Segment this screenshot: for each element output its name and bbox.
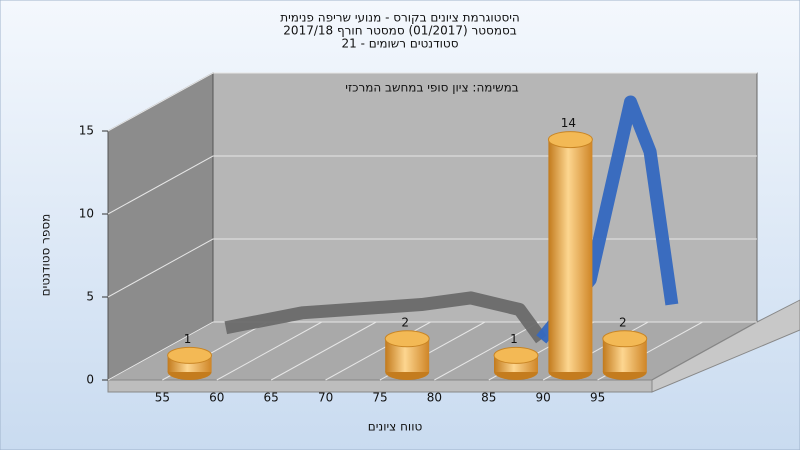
title-line: בסמסטר (01/2017) סמסטר חורף 2017/18 bbox=[283, 24, 516, 38]
x-tick-label: 70 bbox=[318, 391, 333, 405]
y-tick-label: 10 bbox=[79, 207, 94, 221]
curve bbox=[224, 291, 547, 344]
data-label: 2 bbox=[401, 315, 409, 329]
x-tick-label: 60 bbox=[209, 391, 224, 405]
y-tick-label: 0 bbox=[86, 373, 94, 387]
grid-line bbox=[434, 321, 540, 381]
bar-top bbox=[493, 346, 539, 364]
bar-top bbox=[602, 330, 648, 348]
grid-line bbox=[107, 72, 757, 132]
title-line: סטודנטים רשומים - 21 bbox=[341, 37, 458, 51]
bar bbox=[547, 131, 593, 380]
bar bbox=[384, 330, 430, 380]
x-tick-label: 95 bbox=[590, 391, 605, 405]
x-tick-label: 75 bbox=[372, 391, 387, 405]
bar-top bbox=[547, 131, 593, 149]
x-tick-label: 80 bbox=[427, 391, 442, 405]
y-tick-label: 5 bbox=[86, 290, 94, 304]
bar-top bbox=[167, 346, 213, 364]
annotation: במשימה: ציון סופי במחשב המרכזי bbox=[345, 81, 519, 95]
y-axis-label: מספר סטודנטים bbox=[39, 214, 53, 297]
data-label: 2 bbox=[619, 315, 627, 329]
grid-line bbox=[216, 321, 323, 381]
data-label: 14 bbox=[561, 116, 576, 130]
bar bbox=[167, 346, 213, 380]
x-tick-label: 85 bbox=[481, 391, 496, 405]
plot: 0 5 10 15 55 60 65 70 75 80 85 90 95 1 2 1 14 2 bbox=[79, 72, 757, 405]
bar bbox=[602, 330, 648, 380]
floor-front bbox=[107, 379, 653, 393]
bar-body bbox=[548, 139, 593, 372]
bar bbox=[493, 346, 539, 380]
x-axis-label: טווח ציונים bbox=[368, 420, 423, 434]
data-label: 1 bbox=[184, 332, 192, 346]
x-tick-label: 55 bbox=[155, 391, 170, 405]
data-label: 1 bbox=[510, 332, 518, 346]
grid-line bbox=[270, 321, 377, 381]
y-tick-label: 15 bbox=[79, 124, 94, 138]
bar-top bbox=[384, 330, 430, 348]
x-tick-label: 65 bbox=[264, 391, 279, 405]
x-tick-label: 90 bbox=[536, 391, 551, 405]
title-line: היסטוגרמת ציונים בקורס - מנועי שריפה פני… bbox=[280, 11, 520, 25]
